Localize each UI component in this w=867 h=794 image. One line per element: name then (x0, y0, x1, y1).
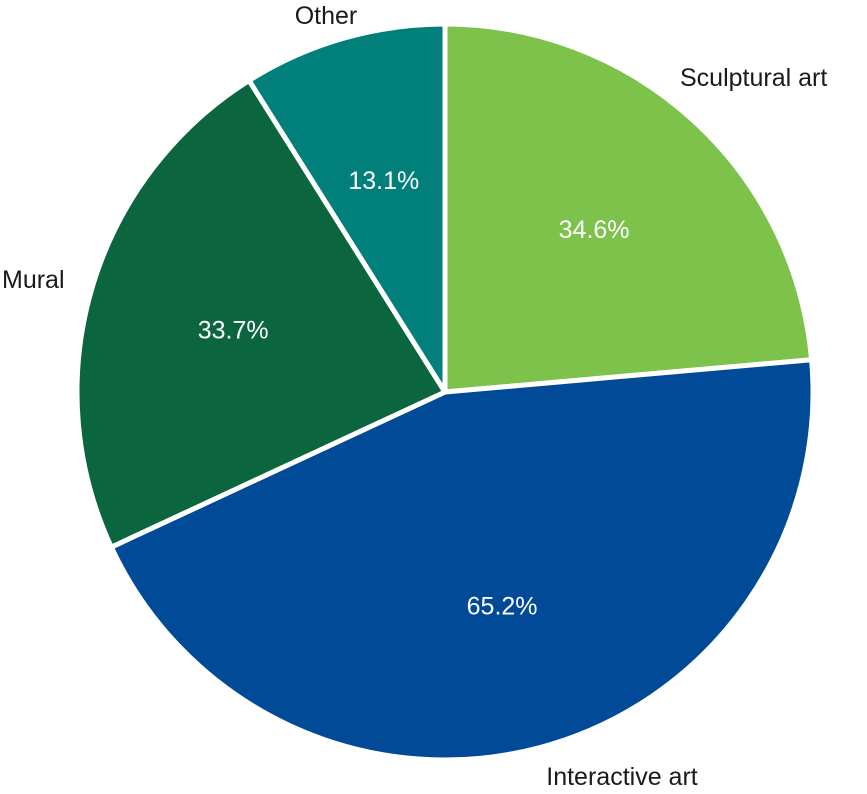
pie-slices (74, 21, 816, 763)
pie-slice-interactive-art (108, 357, 816, 763)
category-label-interactive-art: Interactive art (546, 763, 698, 791)
percent-label-interactive-art: 65.2% (467, 592, 538, 620)
category-label-sculptural-art: Sculptural art (680, 64, 827, 92)
pie-slice-other (246, 21, 448, 395)
pie-slice-sculptural-art (442, 21, 815, 395)
percent-label-mural: 33.7% (198, 317, 269, 345)
category-labels: Sculptural art Interactive art Mural Other (2, 2, 827, 791)
percent-labels: 34.6% 65.2% 33.7% 13.1% (198, 167, 630, 620)
percent-label-other: 13.1% (348, 167, 419, 195)
percent-label-sculptural-art: 34.6% (559, 216, 630, 244)
pie-slice-mural (74, 78, 448, 550)
category-label-mural: Mural (2, 266, 65, 294)
category-label-other: Other (295, 2, 358, 30)
